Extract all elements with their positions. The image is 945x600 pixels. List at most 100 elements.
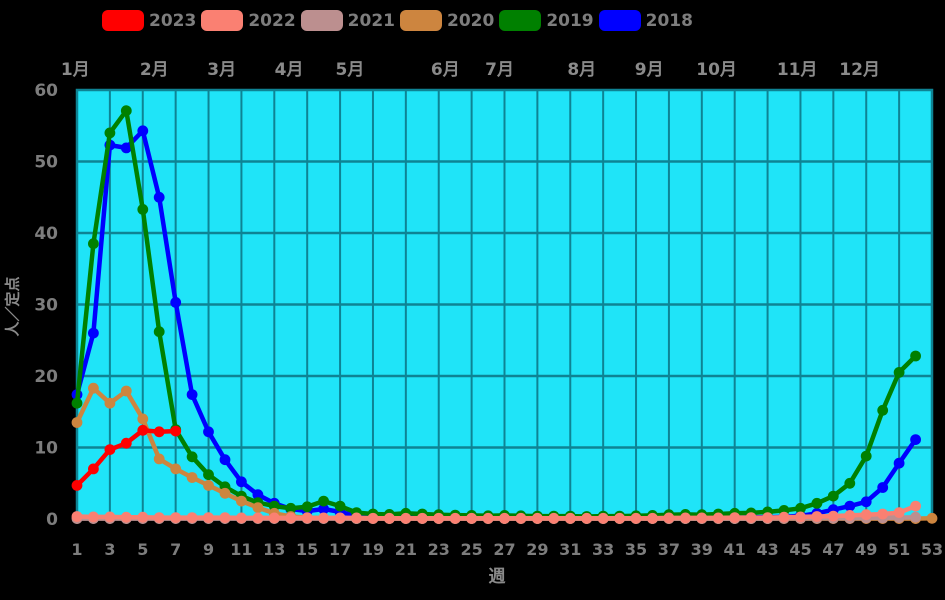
x-tick-label: 11	[230, 540, 252, 559]
legend-swatch-2018	[598, 10, 641, 31]
data-point-marker	[597, 512, 609, 524]
data-point-marker	[153, 191, 165, 203]
x-axis-title: 週	[488, 567, 506, 587]
data-point-marker	[893, 507, 905, 518]
data-point-marker	[170, 512, 182, 523]
legend-item-2020: 2020	[399, 10, 496, 31]
legend-label: 2018	[645, 10, 693, 31]
data-point-marker	[71, 417, 83, 428]
data-point-marker	[153, 326, 165, 338]
x-tick-label: 7	[170, 540, 181, 559]
data-point-marker	[811, 497, 823, 509]
data-point-marker	[88, 511, 99, 523]
legend-swatch-2022	[201, 10, 244, 31]
x-tick-label: 3	[104, 540, 115, 559]
y-tick-label: 60	[34, 81, 58, 101]
data-point-marker	[400, 512, 412, 524]
data-point-marker	[844, 510, 856, 521]
x-tick-label: 17	[329, 540, 351, 559]
month-label-2月: 2月	[139, 60, 169, 80]
x-tick-label: 49	[855, 540, 877, 559]
data-point-marker	[71, 397, 83, 409]
data-point-marker	[564, 512, 576, 524]
data-point-marker	[268, 512, 280, 524]
data-point-marker	[663, 512, 675, 524]
legend-swatch-2021	[300, 10, 343, 31]
legend-item-2018: 2018	[598, 10, 695, 31]
data-point-marker	[877, 482, 889, 493]
data-point-marker	[844, 477, 856, 489]
month-label-1月: 1月	[60, 60, 90, 80]
data-point-marker	[153, 453, 165, 465]
data-point-marker	[88, 327, 99, 339]
data-point-marker	[186, 472, 198, 483]
data-point-marker	[466, 512, 477, 524]
data-point-marker	[910, 511, 921, 523]
data-point-marker	[811, 511, 823, 522]
x-tick-label: 51	[888, 540, 910, 559]
data-point-marker	[860, 496, 872, 508]
legend-label: 2021	[347, 10, 395, 31]
data-point-marker	[910, 434, 921, 445]
data-point-marker	[680, 512, 691, 524]
legend-label: 2022	[248, 10, 296, 31]
data-point-marker	[351, 512, 362, 524]
x-tick-label: 29	[526, 540, 548, 559]
legend-swatch-2020	[399, 10, 442, 31]
series-2022	[71, 500, 921, 524]
data-point-marker	[795, 511, 806, 523]
data-point-marker	[367, 512, 379, 524]
month-label-10月: 10月	[696, 60, 737, 80]
x-tick-label: 43	[756, 540, 778, 559]
y-axis-title: 人／定点	[3, 276, 22, 337]
data-point-marker	[120, 511, 132, 523]
data-point-marker	[318, 512, 329, 524]
x-tick-label: 1	[71, 540, 82, 559]
data-point-marker	[827, 510, 839, 522]
legend-item-2023: 2023	[102, 10, 198, 31]
x-tick-label: 9	[203, 540, 214, 559]
x-tick-label: 35	[625, 540, 647, 559]
data-point-marker	[71, 480, 83, 491]
y-tick-label: 0	[46, 510, 58, 530]
legend-swatch-2023	[102, 10, 144, 31]
data-point-marker	[137, 204, 149, 215]
data-point-marker	[433, 512, 445, 524]
data-point-marker	[252, 489, 264, 501]
data-point-marker	[71, 511, 83, 522]
data-point-marker	[203, 426, 214, 438]
data-point-marker	[285, 502, 297, 514]
data-point-marker	[515, 512, 527, 524]
month-label-4月: 4月	[274, 60, 304, 80]
data-point-marker	[532, 512, 543, 524]
data-point-marker	[252, 502, 264, 513]
data-point-marker	[203, 480, 214, 491]
data-point-marker	[137, 511, 149, 523]
x-tick-label: 41	[724, 540, 746, 559]
data-point-marker	[170, 297, 182, 308]
x-tick-label: 47	[822, 540, 844, 559]
data-point-marker	[120, 105, 132, 117]
y-tick-label: 30	[34, 296, 58, 316]
data-point-marker	[647, 512, 658, 524]
x-tick-label: 37	[658, 540, 680, 559]
data-point-marker	[170, 463, 182, 475]
data-point-marker	[252, 512, 264, 524]
data-point-marker	[630, 512, 642, 524]
data-point-marker	[499, 512, 510, 524]
data-point-marker	[186, 512, 198, 523]
data-point-marker	[910, 350, 921, 362]
legend-item-2022: 2022	[201, 10, 297, 31]
data-point-marker	[581, 512, 593, 524]
data-point-marker	[334, 500, 346, 512]
data-point-marker	[449, 512, 461, 524]
legend-swatch-2019	[499, 10, 542, 31]
legend-item-2019: 2019	[499, 10, 595, 31]
data-point-marker	[104, 444, 116, 455]
legend-label: 2023	[149, 10, 197, 31]
x-tick-label: 19	[362, 540, 384, 559]
data-point-marker	[120, 385, 132, 397]
x-tick-label: 23	[428, 540, 450, 559]
